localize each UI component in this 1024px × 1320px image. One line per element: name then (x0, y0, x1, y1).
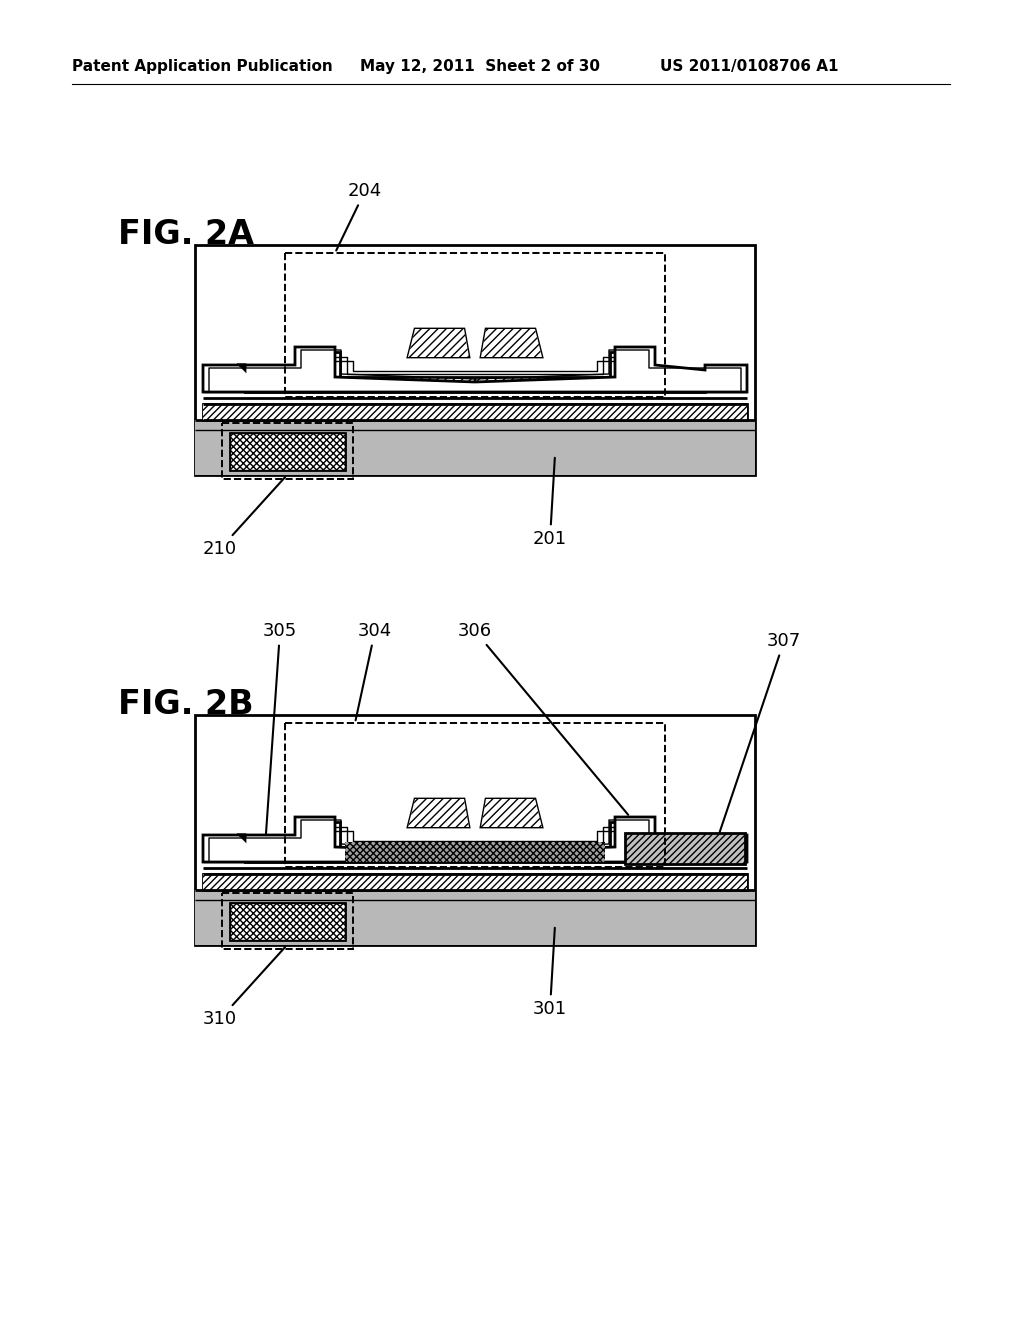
Text: Patent Application Publication: Patent Application Publication (72, 58, 333, 74)
Bar (285, 253, 665, 397)
Polygon shape (203, 404, 746, 420)
Polygon shape (481, 329, 542, 356)
Polygon shape (481, 799, 542, 828)
Polygon shape (245, 352, 705, 392)
Polygon shape (481, 799, 542, 828)
Polygon shape (625, 833, 745, 865)
Polygon shape (337, 847, 477, 862)
Bar (230, 433, 345, 470)
Bar (285, 723, 665, 867)
Text: May 12, 2011  Sheet 2 of 30: May 12, 2011 Sheet 2 of 30 (360, 58, 600, 74)
Polygon shape (408, 329, 469, 356)
Polygon shape (408, 799, 469, 828)
Polygon shape (473, 847, 613, 862)
Text: 201: 201 (532, 458, 567, 548)
Polygon shape (203, 404, 746, 420)
Bar (195, 420, 755, 475)
Text: 306: 306 (458, 622, 628, 814)
Text: 301: 301 (532, 928, 567, 1018)
Text: US 2011/0108706 A1: US 2011/0108706 A1 (660, 58, 839, 74)
Text: 304: 304 (355, 622, 392, 721)
Polygon shape (203, 874, 746, 890)
Bar (230, 433, 345, 470)
Bar (195, 246, 755, 475)
Text: 204: 204 (336, 182, 382, 251)
Polygon shape (473, 378, 613, 392)
Bar (195, 715, 755, 945)
Polygon shape (203, 874, 746, 890)
Text: 307: 307 (718, 632, 801, 837)
Text: 210: 210 (203, 477, 285, 558)
Bar (195, 890, 755, 945)
Polygon shape (408, 329, 469, 356)
Text: 305: 305 (263, 622, 297, 845)
Polygon shape (245, 822, 705, 862)
Bar (222, 422, 353, 479)
Bar (222, 894, 353, 949)
Polygon shape (337, 378, 477, 392)
Polygon shape (345, 842, 605, 862)
Polygon shape (408, 799, 469, 828)
Polygon shape (203, 817, 746, 862)
Text: FIG. 2B: FIG. 2B (118, 688, 254, 721)
Bar (230, 903, 345, 940)
Text: FIG. 2A: FIG. 2A (118, 218, 254, 251)
Bar (230, 903, 345, 940)
Polygon shape (203, 347, 746, 392)
Text: 310: 310 (203, 946, 285, 1028)
Polygon shape (481, 329, 542, 356)
